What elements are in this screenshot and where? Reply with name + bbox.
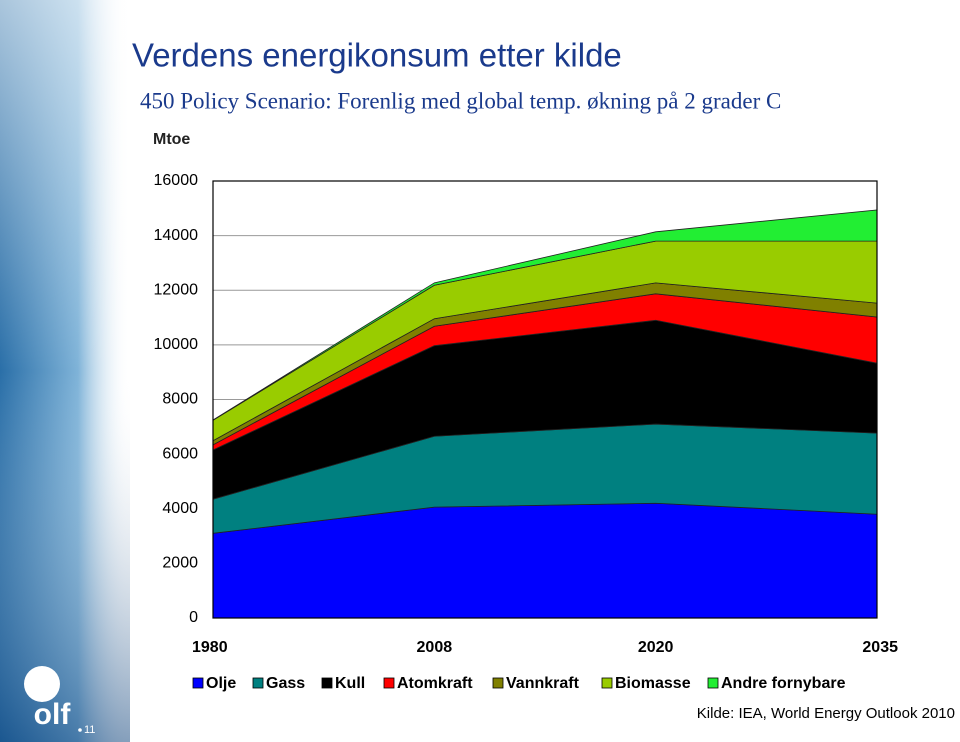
plot-frame — [212, 180, 878, 619]
legend-swatch — [192, 677, 204, 689]
y-tick-label: 8000 — [162, 391, 198, 408]
y-tick-label: 14000 — [154, 227, 199, 244]
legend-label: Biomasse — [615, 675, 691, 692]
legend-swatch — [601, 677, 613, 689]
y-tick-label: 2000 — [162, 555, 198, 572]
legend-label: Gass — [266, 675, 305, 692]
x-tick-label: 2020 — [638, 639, 674, 656]
background-shade — [0, 0, 130, 742]
y-tick-label: 4000 — [162, 500, 198, 517]
legend-label: Olje — [206, 675, 236, 692]
x-tick-label: 2008 — [417, 639, 453, 656]
legend-swatch — [383, 677, 395, 689]
logo: olf — [34, 698, 72, 731]
y-tick-label: 10000 — [154, 336, 199, 353]
page-number: 11 — [84, 724, 95, 736]
legend-swatch — [321, 677, 333, 689]
y-tick-label: 6000 — [162, 445, 198, 462]
x-tick-label: 2035 — [862, 639, 898, 656]
y-axis-label: Mtoe — [153, 131, 190, 148]
legend-swatch — [707, 677, 719, 689]
legend-swatch — [252, 677, 264, 689]
y-tick-label: 0 — [189, 609, 198, 626]
chart-subtitle: 450 Policy Scenario: Forenlig med global… — [140, 88, 781, 113]
bullet — [78, 728, 82, 732]
y-tick-label: 16000 — [154, 172, 199, 189]
x-tick-label: 1980 — [192, 639, 228, 656]
legend-label: Kull — [335, 675, 365, 692]
legend-label: Atomkraft — [397, 675, 473, 692]
legend-label: Vannkraft — [506, 675, 580, 692]
chart-title: Verdens energikonsum etter kilde — [132, 37, 622, 74]
logo-mark — [24, 666, 60, 702]
legend-swatch — [492, 677, 504, 689]
y-tick-label: 12000 — [154, 281, 199, 298]
legend-label: Andre fornybare — [721, 675, 846, 692]
source: Kilde: IEA, World Energy Outlook 2010 — [697, 705, 955, 722]
